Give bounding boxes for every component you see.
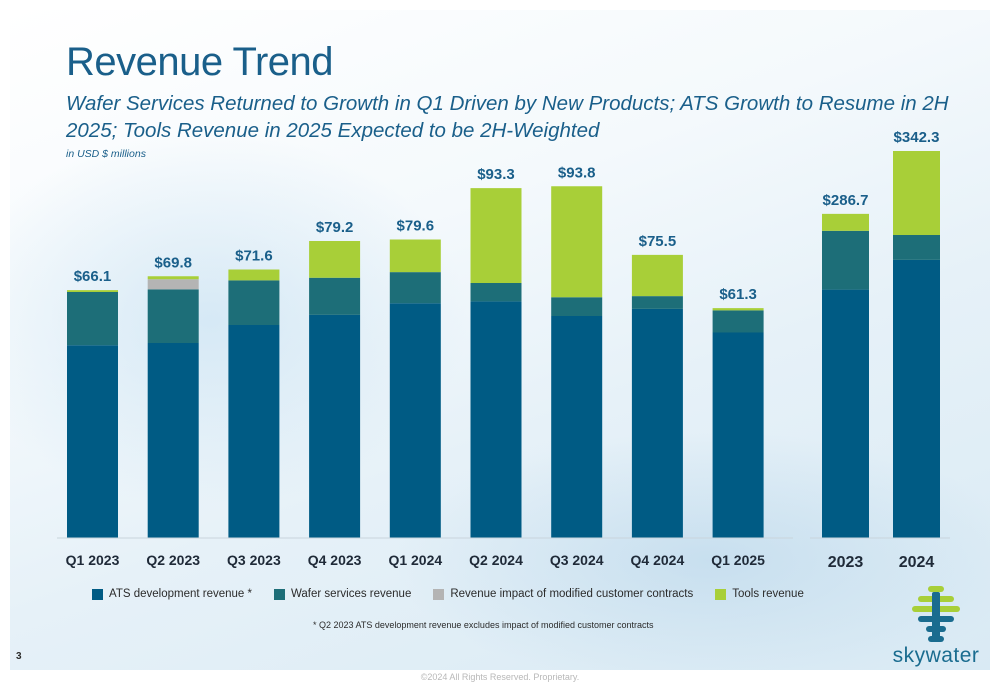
x-axis-tick-label: Q2 2024 (469, 552, 523, 568)
bar-segment-q3-2024-s0 (551, 316, 603, 538)
bar-segment-2024-s3 (893, 151, 940, 236)
bar-segment-q2-2024-s1 (470, 283, 522, 302)
skywater-logo: skywater (888, 584, 984, 667)
x-axis-tick-label: 2024 (899, 554, 935, 571)
bar-total-label: $93.3 (477, 166, 515, 183)
bar-segment-q2-2024-s3 (470, 188, 522, 283)
x-axis-tick-label: Q2 2023 (146, 552, 200, 568)
bar-segment-q2-2023-s2 (147, 279, 199, 290)
bar-segment-q3-2024-s1 (551, 297, 603, 316)
bar-segment-q2-2023-s1 (147, 289, 199, 343)
bar-total-label: $79.2 (316, 219, 354, 236)
bar-total-label: $286.7 (823, 192, 869, 209)
bar-segment-q4-2024-s0 (631, 308, 683, 538)
bar-segment-2023-s3 (822, 213, 869, 231)
bar-segment-q3-2023-s0 (228, 325, 280, 538)
bar-segment-q4-2023-s0 (309, 314, 361, 538)
bar-total-label: $75.5 (639, 233, 677, 250)
legend-swatch-tools (715, 588, 727, 600)
x-axis-tick-label: 2023 (828, 554, 864, 571)
bar-total-label: $342.3 (894, 129, 940, 146)
x-axis-tick-label: Q3 2023 (227, 552, 281, 568)
chart-legend: ATS development revenue * Wafer services… (92, 588, 826, 600)
page-number: 3 (16, 651, 22, 662)
bar-segment-2023-s1 (822, 230, 869, 290)
x-axis-tick-label: Q1 2024 (388, 552, 442, 568)
slide: Revenue Trend Wafer Services Returned to… (10, 10, 990, 670)
x-axis-tick-label: Q4 2023 (308, 552, 362, 568)
bar-segment-q4-2024-s3 (631, 254, 683, 297)
legend-label-contract-impact: Revenue impact of modified customer cont… (450, 588, 694, 600)
legend-label-tools: Tools revenue (732, 588, 804, 600)
legend-label-ats: ATS development revenue * (109, 588, 252, 600)
bar-segment-q1-2023-s1 (67, 292, 118, 346)
x-axis-tick-label: Q3 2024 (550, 552, 604, 568)
legend-swatch-contract-impact (433, 588, 445, 600)
revenue-chart: $66.1 Q1 2023 $69.8 Q2 2023 $71.6 Q3 2023 $79.… (57, 129, 950, 571)
page-title: Revenue Trend (66, 40, 334, 84)
bar-segment-q1-2025-s3 (712, 308, 764, 311)
bar-segment-q1-2025-s1 (712, 310, 764, 333)
bar-segment-q4-2023-s1 (309, 277, 361, 315)
bar-total-label: $93.8 (558, 164, 596, 181)
bar-segment-q4-2024-s1 (631, 296, 683, 309)
x-axis-tick-label: Q4 2024 (631, 552, 685, 568)
bar-total-label: $71.6 (235, 248, 273, 265)
bar-segment-q3-2024-s3 (551, 186, 603, 298)
bar-segment-q3-2023-s3 (228, 269, 280, 281)
bar-segment-2024-s0 (893, 259, 940, 538)
x-axis-tick-label: Q1 2023 (66, 552, 120, 568)
footnote: * Q2 2023 ATS development revenue exclud… (313, 620, 654, 630)
legend-swatch-ats (92, 588, 103, 600)
bar-segment-q1-2025-s0 (712, 332, 764, 538)
bar-segment-2024-s1 (893, 235, 940, 260)
copyright-notice: ©2024 All Rights Reserved. Proprietary. (420, 672, 580, 682)
bar-total-label: $61.3 (719, 286, 757, 303)
x-axis-tick-label: Q1 2025 (711, 552, 765, 568)
bar-segment-q3-2023-s1 (228, 280, 280, 325)
logo-wordmark: skywater (892, 644, 980, 667)
legend-swatch-wafer-services (273, 588, 285, 600)
bar-total-label: $79.6 (397, 218, 435, 235)
bar-segment-q1-2024-s1 (389, 272, 441, 304)
skywater-logo-mark-icon (912, 586, 960, 642)
bar-segment-q1-2024-s0 (389, 303, 441, 538)
page-subtitle: Wafer Services Returned to Growth in Q1 … (66, 92, 949, 142)
bar-segment-q1-2023-s0 (67, 345, 118, 538)
bar-segment-q4-2023-s3 (309, 241, 361, 278)
legend-item-contract-impact: Revenue impact of modified customer cont… (433, 588, 693, 600)
legend-label-wafer-services: Wafer services revenue (290, 588, 412, 600)
bar-total-label: $69.8 (154, 254, 192, 271)
bar-segment-q2-2023-s3 (147, 276, 199, 280)
legend-item-tools: Tools revenue (715, 588, 804, 600)
legend-item-ats: ATS development revenue * (92, 588, 252, 600)
bar-segment-q1-2023-s3 (67, 290, 118, 292)
units-note: in USD $ millions (66, 148, 146, 160)
bar-segment-q1-2024-s3 (389, 239, 441, 273)
bar-segment-q2-2024-s0 (470, 301, 522, 538)
bar-total-label: $66.1 (74, 268, 112, 285)
bar-segment-q2-2023-s0 (147, 343, 199, 538)
legend-item-wafer-services: Wafer services revenue (273, 588, 412, 600)
bar-segment-2023-s0 (822, 289, 869, 538)
